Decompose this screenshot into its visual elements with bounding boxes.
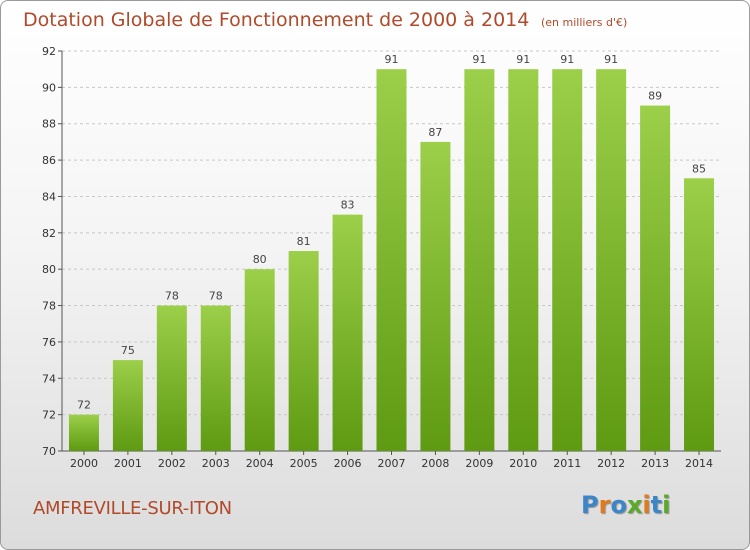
value-label: 91 xyxy=(472,53,486,66)
x-tick-label: 2005 xyxy=(290,457,318,470)
y-tick-label: 88 xyxy=(42,118,56,131)
y-tick-label: 72 xyxy=(42,409,56,422)
logo-letter: P xyxy=(581,491,599,519)
bar-2000 xyxy=(68,414,99,451)
y-axis: 70 72 74 76 78 80 82 84 86 88 90 92 xyxy=(42,45,63,458)
bar-2003 xyxy=(200,305,231,451)
x-tick-label: 2007 xyxy=(378,457,406,470)
x-tick-label: 2001 xyxy=(114,457,142,470)
y-tick-label: 82 xyxy=(42,227,56,240)
x-axis: 2000 2001 2002 2003 2004 2005 2006 2007 2008 2009… xyxy=(62,450,721,470)
x-tick-label: 2003 xyxy=(202,457,230,470)
proxiti-logo: Proxiti xyxy=(581,491,670,519)
y-tick-label: 90 xyxy=(42,81,56,94)
value-label: 83 xyxy=(341,199,355,212)
value-label: 81 xyxy=(297,235,311,248)
logo-letter: o xyxy=(610,491,627,519)
y-tick-label: 86 xyxy=(42,154,56,167)
value-label: 91 xyxy=(560,53,574,66)
value-label: 89 xyxy=(648,90,662,103)
chart-title: Dotation Globale de Fonctionnement de 20… xyxy=(23,9,530,31)
bar-2013 xyxy=(640,105,671,451)
bar-2008 xyxy=(420,141,451,451)
bar-2001 xyxy=(112,360,143,451)
value-label: 91 xyxy=(385,53,399,66)
value-label: 91 xyxy=(604,53,618,66)
x-tick-label: 2014 xyxy=(685,457,713,470)
logo-letter: t xyxy=(650,491,663,519)
bar-2012 xyxy=(596,69,627,451)
x-tick-label: 2008 xyxy=(421,457,449,470)
bar-2007 xyxy=(376,69,407,451)
y-tick-label: 74 xyxy=(42,372,56,385)
bar-2014 xyxy=(684,178,715,452)
value-label: 78 xyxy=(165,290,179,303)
value-label: 91 xyxy=(516,53,530,66)
value-label: 78 xyxy=(209,290,223,303)
x-tick-label: 2006 xyxy=(334,457,362,470)
value-label: 85 xyxy=(692,162,706,175)
bars xyxy=(68,69,715,452)
bar-2006 xyxy=(332,214,363,451)
y-tick-label: 84 xyxy=(42,190,56,203)
x-tick-label: 2009 xyxy=(465,457,493,470)
logo-letter: i xyxy=(642,491,651,519)
bar-2011 xyxy=(552,69,583,451)
x-tick-label: 2013 xyxy=(641,457,669,470)
bar-2010 xyxy=(508,69,539,451)
bar-2002 xyxy=(156,305,187,451)
y-tick-label: 78 xyxy=(42,300,56,313)
x-tick-label: 2000 xyxy=(70,457,98,470)
chart-unit: (en milliers d'€) xyxy=(541,16,628,29)
y-tick-label: 92 xyxy=(42,45,56,58)
bar-2004 xyxy=(244,269,275,451)
bar-2005 xyxy=(288,251,319,451)
x-tick-label: 2012 xyxy=(597,457,625,470)
value-label: 72 xyxy=(77,399,91,412)
value-label: 80 xyxy=(253,253,267,266)
bar-2009 xyxy=(464,69,495,451)
value-label: 75 xyxy=(121,344,135,357)
x-tick-label: 2011 xyxy=(553,457,581,470)
x-tick-label: 2002 xyxy=(158,457,186,470)
value-label: 87 xyxy=(428,126,442,139)
logo-letter: r xyxy=(598,491,611,519)
y-tick-label: 76 xyxy=(42,336,56,349)
logo-letter: x xyxy=(626,491,643,519)
x-tick-label: 2010 xyxy=(509,457,537,470)
logo-letter: i xyxy=(662,491,671,519)
value-labels: 72 75 78 78 80 81 83 91 87 91 91 91 91 89 85 xyxy=(77,53,706,411)
x-tick-label: 2004 xyxy=(246,457,274,470)
y-tick-label: 70 xyxy=(42,445,56,458)
y-tick-label: 80 xyxy=(42,263,56,276)
commune-name: AMFREVILLE-SUR-ITON xyxy=(33,498,232,519)
